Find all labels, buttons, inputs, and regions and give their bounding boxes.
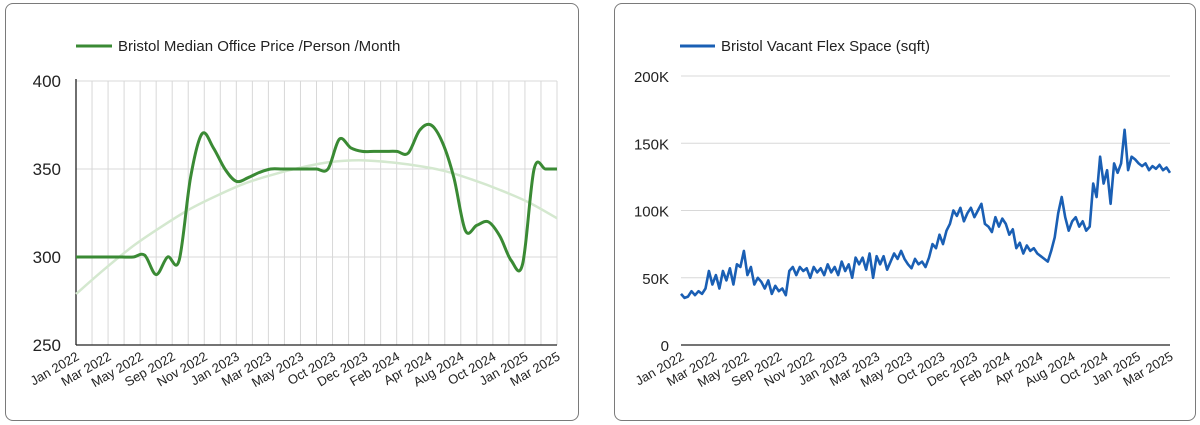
legend-label-office-price: Bristol Median Office Price /Person /Mon… <box>118 38 400 55</box>
y-tick-label: 0 <box>661 338 669 355</box>
chart-flex-space: Bristol Vacant Flex Space (sqft) 200K 150… <box>633 38 1176 390</box>
series-line <box>680 128 1172 300</box>
series-line <box>76 122 557 277</box>
y-tick-label: 250 <box>33 336 61 355</box>
y-tick-label: 400 <box>33 72 61 91</box>
chart-card-flex-space: Bristol Vacant Flex Space (sqft) 200K 150… <box>614 3 1196 421</box>
y-tick-label: 50K <box>642 271 669 288</box>
chart-office-price: Bristol Median Office Price /Person /Mon… <box>28 38 563 390</box>
legend-label-flex-space: Bristol Vacant Flex Space (sqft) <box>721 38 930 55</box>
y-tick-label: 150K <box>634 136 669 153</box>
chart-card-office-price: Bristol Median Office Price /Person /Mon… <box>5 3 579 421</box>
y-tick-label: 200K <box>634 69 669 86</box>
y-tick-label: 300 <box>33 248 61 267</box>
trendline <box>75 158 558 295</box>
y-tick-label: 350 <box>33 160 61 179</box>
y-tick-label: 100K <box>634 204 669 221</box>
